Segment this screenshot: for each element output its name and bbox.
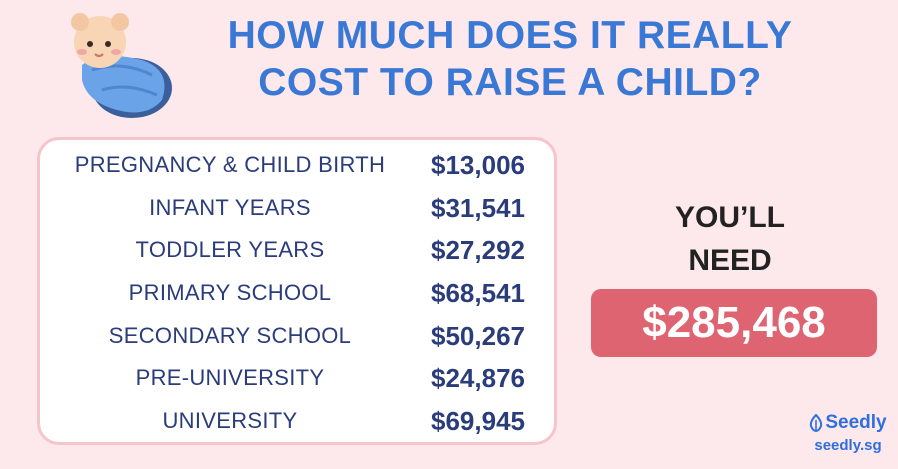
row-value: $27,292 <box>431 234 525 265</box>
row-value: $50,267 <box>431 320 525 351</box>
seedly-leaf-icon <box>810 414 823 432</box>
row-value: $13,006 <box>431 149 525 180</box>
row-label: PRIMARY SCHOOL <box>128 280 332 305</box>
row-label: PREGNANCY & CHILD BIRTH <box>74 152 386 177</box>
title-line-2: COST TO RAISE A CHILD? <box>258 61 762 104</box>
row-value: $24,876 <box>431 362 525 393</box>
cost-breakdown-table: PREGNANCY & CHILD BIRTH $13,006 INFANT Y… <box>37 137 557 445</box>
row-label: PRE-UNIVERSITY <box>135 365 325 390</box>
row-label: UNIVERSITY <box>162 408 298 433</box>
brand-name-wrap: Seedly <box>809 412 887 434</box>
brand-url: seedly.sg <box>814 437 882 454</box>
row-label: SECONDARY SCHOOL <box>108 323 352 348</box>
row-value: $31,541 <box>431 192 525 223</box>
table-row: INFANT YEARS $31,541 <box>40 187 554 229</box>
table-row: PREGNANCY & CHILD BIRTH $13,006 <box>40 144 554 186</box>
table-row: SECONDARY SCHOOL $50,267 <box>40 315 554 357</box>
table-row: PRE-UNIVERSITY $24,876 <box>40 357 554 399</box>
table-row: TODDLER YEARS $27,292 <box>40 229 554 271</box>
need-heading: YOU’LL NEED <box>600 196 860 282</box>
table-row: UNIVERSITY $69,945 <box>40 400 554 442</box>
brand-name: Seedly <box>825 412 887 433</box>
row-value: $69,945 <box>431 405 525 436</box>
brand-logo: Seedly seedly.sg <box>805 412 891 455</box>
page-title: HOW MUCH DOES IT REALLY COST TO RAISE A … <box>150 12 870 106</box>
row-label: INFANT YEARS <box>149 195 311 220</box>
baby-illustration <box>71 13 172 118</box>
total-cost-badge: $285,468 <box>591 289 877 357</box>
row-value: $68,541 <box>431 277 525 308</box>
title-line-1: HOW MUCH DOES IT REALLY <box>227 14 793 57</box>
table-row: PRIMARY SCHOOL $68,541 <box>40 272 554 314</box>
need-line-1: YOU’LL <box>675 201 785 234</box>
row-label: TODDLER YEARS <box>135 237 325 262</box>
need-line-2: NEED <box>688 244 772 277</box>
